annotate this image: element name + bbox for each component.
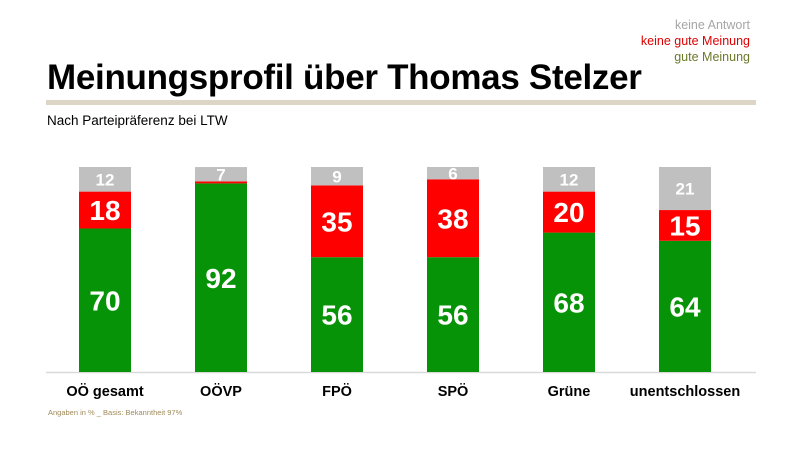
category-label-ooe-gesamt: OÖ gesamt (66, 383, 144, 400)
title-divider (46, 100, 756, 105)
data-label-none-ooevp: 7 (216, 165, 225, 184)
bar-none-spoe (427, 167, 479, 180)
data-label-none-spoe: 6 (448, 164, 457, 183)
data-label-bad-gruene: 20 (553, 197, 584, 228)
category-label-gruene: Grüne (548, 384, 591, 400)
bar-good-fpoe (311, 257, 363, 372)
bar-bad-fpoe (311, 185, 363, 258)
category-label-ooevp: OÖVP (200, 383, 242, 400)
legend: keine Antwort keine gute Meinung gute Me… (641, 17, 750, 65)
legend-item-keine-antwort: keine Antwort (674, 18, 750, 32)
bar-good-spoe (427, 257, 479, 372)
bar-none-unentschlossen (659, 167, 711, 211)
bar-good-unentschlossen (659, 240, 711, 372)
bar-none-gruene (543, 167, 595, 192)
bar-bad-ooe-gesamt (79, 191, 131, 229)
data-label-bad-fpoe: 35 (321, 206, 352, 237)
bar-bad-ooevp (195, 181, 247, 184)
legend-item-gute-meinung: gute Meinung (674, 50, 750, 64)
category-label-unentschlossen: unentschlossen (630, 384, 740, 400)
bar-good-ooevp (195, 183, 247, 372)
data-label-none-ooe-gesamt: 12 (96, 170, 115, 189)
category-label-spoe: SPÖ (438, 383, 469, 400)
bar-bad-spoe (427, 179, 479, 258)
category-label-fpoe: FPÖ (322, 383, 352, 400)
bar-good-ooe-gesamt (79, 228, 131, 372)
data-label-none-unentschlossen: 21 (676, 180, 695, 199)
data-label-good-gruene: 68 (553, 287, 584, 318)
page-title: Meinungsprofil über Thomas Stelzer (47, 58, 642, 97)
bar-none-ooe-gesamt (79, 167, 131, 192)
data-label-good-ooe-gesamt: 70 (89, 285, 120, 316)
page-subtitle: Nach Parteipräferenz bei LTW (47, 113, 228, 128)
data-label-none-fpoe: 9 (332, 167, 341, 186)
data-label-good-spoe: 56 (437, 300, 468, 331)
data-label-none-gruene: 12 (560, 170, 579, 189)
data-label-good-ooevp: 92 (205, 263, 236, 294)
data-label-good-fpoe: 56 (321, 300, 352, 331)
data-label-good-unentschlossen: 64 (669, 291, 701, 322)
bar-none-ooevp (195, 167, 247, 182)
legend-item-keine-gute-meinung: keine gute Meinung (640, 34, 750, 48)
footnote: Angaben in % _ Basis: Bekanntheit 97% (48, 408, 183, 417)
data-label-bad-ooe-gesamt: 18 (89, 195, 120, 226)
bar-bad-unentschlossen (659, 210, 711, 241)
bar-good-gruene (543, 232, 595, 372)
data-label-bad-unentschlossen: 15 (669, 211, 700, 242)
data-label-bad-spoe: 38 (437, 203, 468, 234)
bar-bad-gruene (543, 191, 595, 233)
bar-none-fpoe (311, 167, 363, 186)
